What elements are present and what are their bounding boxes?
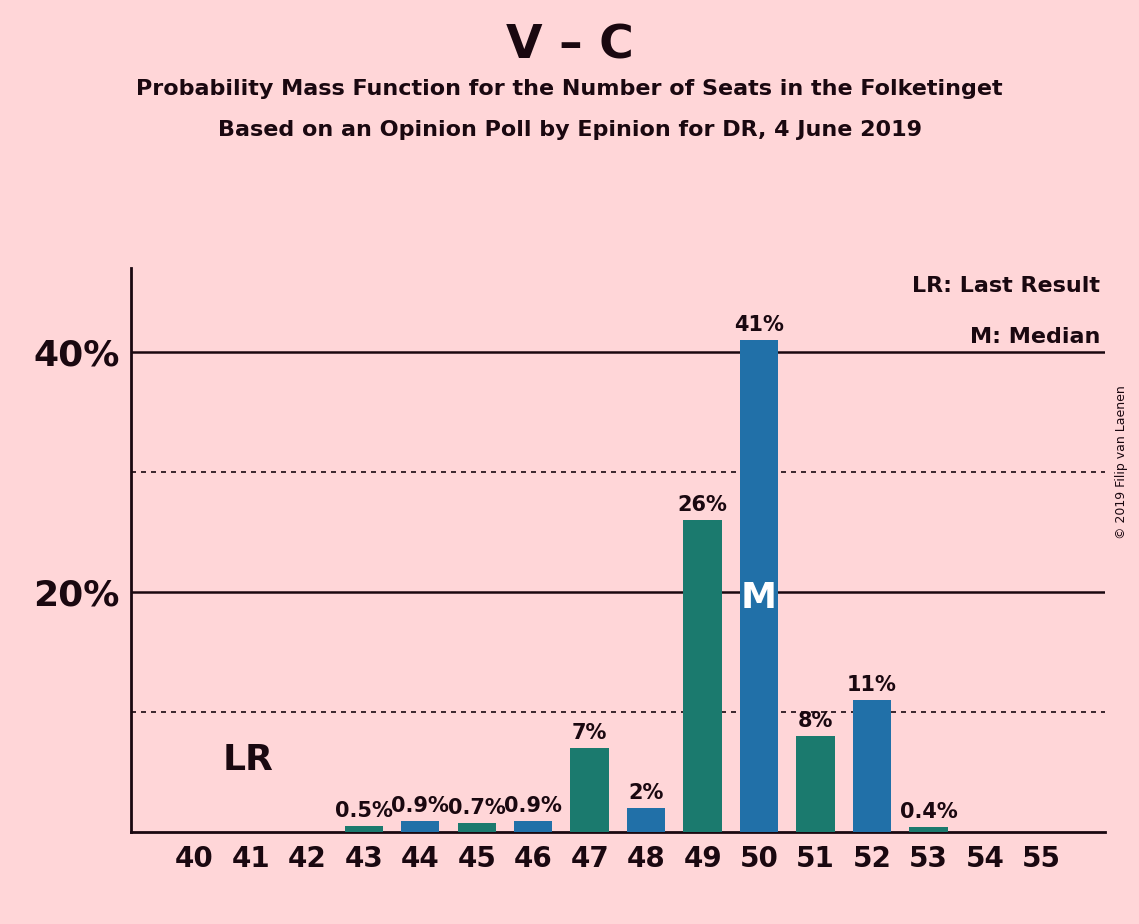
- Bar: [514, 821, 552, 832]
- Text: © 2019 Filip van Laenen: © 2019 Filip van Laenen: [1115, 385, 1129, 539]
- Text: 0.4%: 0.4%: [900, 802, 957, 822]
- Text: 8%: 8%: [797, 711, 834, 731]
- Text: LR: Last Result: LR: Last Result: [912, 276, 1100, 297]
- Text: M: Median: M: Median: [969, 327, 1100, 347]
- Bar: [401, 821, 440, 832]
- Bar: [626, 808, 665, 832]
- Text: 11%: 11%: [847, 675, 896, 695]
- Text: V – C: V – C: [506, 23, 633, 68]
- Bar: [571, 748, 609, 832]
- Text: 0.9%: 0.9%: [505, 796, 563, 816]
- Text: 2%: 2%: [629, 783, 664, 803]
- Bar: [683, 520, 722, 832]
- Bar: [853, 699, 891, 832]
- Text: 0.7%: 0.7%: [448, 798, 506, 819]
- Text: Probability Mass Function for the Number of Seats in the Folketinget: Probability Mass Function for the Number…: [137, 79, 1002, 99]
- Text: Based on an Opinion Poll by Epinion for DR, 4 June 2019: Based on an Opinion Poll by Epinion for …: [218, 120, 921, 140]
- Bar: [345, 826, 383, 832]
- Bar: [909, 827, 948, 832]
- Bar: [796, 736, 835, 832]
- Text: 26%: 26%: [678, 495, 728, 515]
- Text: LR: LR: [223, 743, 273, 777]
- Text: 0.5%: 0.5%: [335, 801, 393, 821]
- Text: 0.9%: 0.9%: [392, 796, 449, 816]
- Text: 41%: 41%: [735, 315, 784, 335]
- Bar: [458, 823, 495, 832]
- Text: 7%: 7%: [572, 723, 607, 743]
- Bar: [740, 340, 778, 832]
- Text: M: M: [741, 581, 777, 614]
